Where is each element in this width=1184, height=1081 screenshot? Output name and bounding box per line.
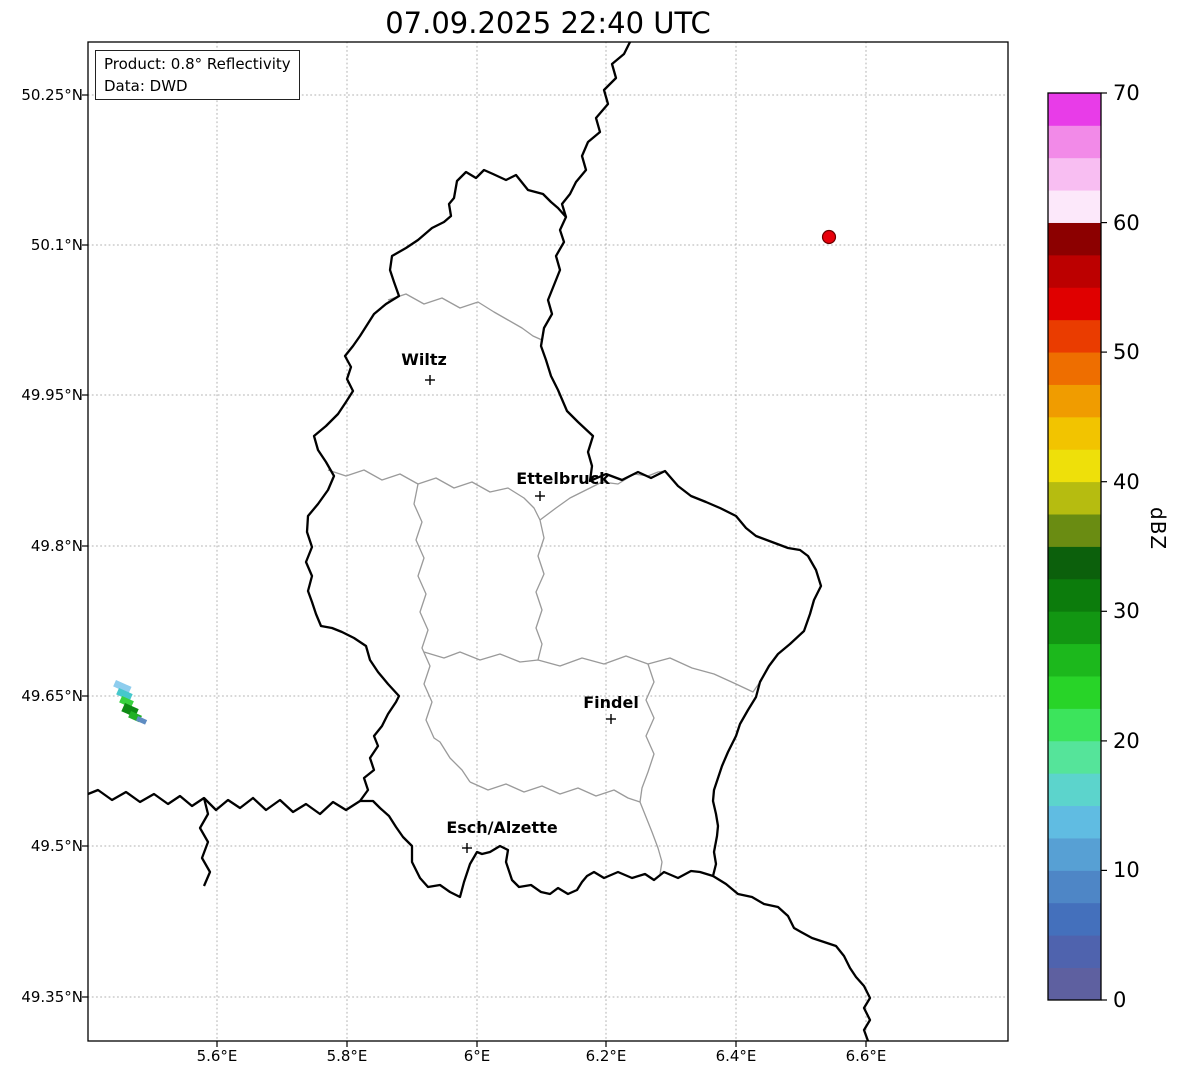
y-tick-label: 49.8°N — [30, 537, 83, 555]
x-tick-label: 6.6°E — [845, 1047, 887, 1065]
district-borders — [327, 293, 761, 875]
colorbar-frame — [1047, 92, 1102, 1001]
x-tick-label: 5.8°E — [326, 1047, 368, 1065]
y-tick-label: 49.65°N — [21, 687, 83, 705]
colorbar-segments — [1048, 93, 1101, 1001]
annotation-box: Product: 0.8° Reflectivity Data: DWD — [95, 50, 300, 100]
y-tick-label: 49.5°N — [30, 837, 83, 855]
x-tick-label: 6°E — [463, 1047, 491, 1065]
annotation-source: Data: DWD — [104, 77, 188, 95]
y-tick-label: 50.1°N — [30, 236, 83, 254]
city-label-esch: Esch/Alzette — [446, 818, 558, 837]
x-tick-label: 6.2°E — [585, 1047, 627, 1065]
radar-site-dot — [821, 229, 837, 245]
luxembourg-border — [304, 168, 823, 899]
colorbar-tick-label: 70 — [1113, 81, 1140, 105]
country-borders — [88, 42, 872, 1041]
france-belgium-border — [88, 788, 361, 816]
colorbar-tick-label: 30 — [1113, 599, 1140, 624]
radar-echo — [113, 680, 148, 725]
y-tick-label: 49.95°N — [21, 386, 83, 404]
colorbar-tick-label: 10 — [1113, 858, 1140, 883]
axis-ticks — [82, 94, 867, 1047]
city-label-ettelbruck: Ettelbruck — [516, 469, 610, 488]
plot-frame — [87, 41, 1009, 1042]
colorbar-tick-label: 50 — [1113, 340, 1140, 365]
colorbar-tick-label: 20 — [1113, 728, 1140, 753]
belgium-germany-border — [560, 42, 632, 218]
city-marker-findel — [606, 714, 616, 724]
colorbar-tick-label: 0 — [1113, 988, 1127, 1012]
x-tick-label: 6.4°E — [715, 1047, 757, 1065]
city-marker-wiltz — [425, 375, 435, 385]
city-marker-esch — [462, 843, 472, 853]
colorbar-ticks — [1101, 92, 1107, 1001]
plot-background — [88, 42, 1008, 1041]
city-label-wiltz: Wiltz — [401, 350, 447, 369]
y-tick-label: 49.35°N — [21, 988, 83, 1006]
france-belgium-border-branch — [198, 797, 212, 887]
city-markers — [425, 375, 616, 853]
annotation-product: Product: 0.8° Reflectivity — [104, 55, 291, 73]
colorbar-unit-label: dBZ — [1146, 507, 1170, 551]
x-tick-label: 5.6°E — [196, 1047, 238, 1065]
gridlines — [87, 41, 1009, 1042]
city-label-findel: Findel — [583, 693, 639, 712]
y-tick-label: 50.25°N — [21, 86, 83, 104]
page-title: 07.09.2025 22:40 UTC — [385, 6, 711, 40]
city-marker-ettelbruck — [535, 491, 545, 501]
colorbar-tick-label: 40 — [1113, 469, 1140, 494]
france-germany-border — [712, 875, 872, 1041]
colorbar-tick-label: 60 — [1113, 210, 1140, 235]
